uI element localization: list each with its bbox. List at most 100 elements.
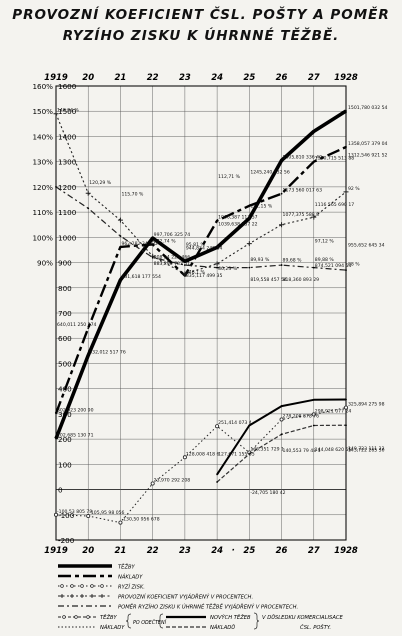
tick-label-y-inner: 100	[58, 460, 72, 469]
data-label: 962,282 34 232	[121, 241, 158, 247]
data-label: -100,53 805 79	[57, 509, 92, 515]
series-point-2	[343, 405, 348, 410]
data-label: 1039,638 537 22	[218, 221, 258, 227]
series-point-6	[216, 481, 219, 483]
series-point-4	[87, 207, 90, 210]
data-label: 1066,387 113 57	[218, 215, 258, 221]
data-label: 89,68 %	[283, 258, 303, 264]
data-label: 120,29 %	[89, 180, 112, 186]
series-point-0	[151, 237, 154, 239]
series-point-2	[86, 514, 91, 519]
series-point-5	[345, 398, 347, 401]
series-point-4	[151, 256, 154, 259]
tick-label-y-inner: -200	[58, 536, 75, 545]
series-point-1	[312, 160, 315, 163]
tick-label-y-inner: 900	[58, 259, 72, 268]
data-label: 278,208 878 76	[283, 413, 320, 419]
legend-marker	[60, 594, 64, 598]
data-label: 202,685 130 71	[57, 433, 94, 439]
tick-label-y-percent: 140%	[32, 132, 53, 141]
tick-label-x-top: 20	[82, 73, 94, 83]
series-point-1	[119, 246, 122, 248]
series-point-3	[343, 189, 349, 195]
legend-label: PO ODEČTENÍ	[133, 619, 167, 626]
data-label: -105,95 98 056	[89, 510, 124, 516]
legend-label: NÁKLADŮ	[210, 624, 235, 631]
data-label: 95,81 %	[186, 242, 206, 248]
data-label: 972,74 %	[154, 238, 177, 244]
data-label: 883,290 783 51	[154, 261, 191, 267]
data-label: 144,048 620 55	[315, 447, 352, 453]
tick-label-x-bottom: ·	[232, 546, 235, 556]
data-label: -130,50 956 678	[121, 517, 159, 523]
data-label: 89,88 %	[315, 257, 335, 263]
legend-marker	[100, 584, 104, 588]
tick-label-x-bottom: 25	[243, 546, 255, 556]
legend-label: NÁKLADY	[118, 574, 143, 581]
legend-brace	[253, 612, 260, 630]
series-point-4	[55, 185, 57, 188]
data-label: 1305,810 336 40	[283, 154, 323, 160]
legend-marker	[90, 594, 94, 598]
tick-label-y-inner: 1200	[58, 183, 77, 192]
data-label: 819,558 457 54	[250, 277, 287, 283]
legend-brace	[125, 613, 132, 629]
legend-marker	[100, 594, 104, 598]
data-label: 640,011 250 274	[57, 322, 97, 328]
series-point-5	[216, 473, 219, 476]
tick-label-y-inner: 500	[58, 359, 72, 368]
series-point-1	[55, 412, 57, 415]
data-label: -24,705 180 42	[250, 490, 285, 496]
series-point-5	[312, 398, 315, 401]
tick-label-y-inner: 1400	[58, 132, 77, 141]
data-label: 818,360 893 29	[283, 277, 320, 283]
series-point-2	[54, 512, 59, 517]
tick-label-x-bottom: 27	[308, 546, 320, 556]
legend-label: ČSL. POŠTY.	[300, 624, 331, 631]
data-label: 831,618 177 554	[121, 274, 161, 280]
legend-label: POMĚR RYZÍHO ZISKU K ÚHRNNÉ TĚŽBĚ VYJÁDŘ…	[118, 603, 298, 611]
tick-label-y-percent: 120%	[32, 183, 53, 192]
data-label: 128,008 418 6	[186, 451, 220, 457]
series-point-2	[182, 455, 187, 460]
data-label: 848,1 %	[186, 270, 206, 276]
series-line-2	[55, 407, 347, 524]
legend-label: RYZÍ ZISK.	[118, 584, 145, 591]
series-point-6	[280, 433, 283, 436]
legend-label: V DŮSLEDKU KOMERCIALISACE	[262, 614, 343, 621]
legend-marker	[62, 615, 66, 619]
legend-label: TĚŽBY	[118, 563, 135, 571]
series-point-4	[183, 264, 186, 266]
data-label: 148,94 %	[57, 108, 80, 114]
data-label: 1245,240 532 56	[250, 170, 290, 176]
series-point-4	[119, 235, 122, 237]
plot-frame	[55, 85, 347, 541]
data-label: 86,23 %	[218, 266, 238, 272]
data-label: 532,012 517 76	[89, 349, 126, 355]
legend-marker	[80, 594, 84, 598]
series-point-4	[312, 266, 315, 269]
tick-label-y-percent: 100%	[32, 233, 53, 242]
data-label: 89,93 %	[250, 257, 270, 263]
series-point-3	[246, 241, 252, 247]
tick-label-x-bottom: 20	[82, 546, 94, 556]
legend: TĚŽBY NÁKLADY RYZÍ ZISK. PROVOZNÍ KOEFICIEN…	[58, 563, 343, 631]
legend-brace	[157, 613, 164, 629]
series-point-4	[345, 269, 347, 272]
tick-label-x-bottom: 22	[147, 546, 159, 556]
tick-label-x-top: 24	[211, 73, 223, 83]
tick-label-y-percent: 110%	[32, 208, 53, 217]
series-line-0	[54, 109, 347, 440]
series-line-1	[54, 145, 347, 414]
series-point-4	[248, 266, 251, 269]
tick-label-x-top: 27	[308, 73, 320, 83]
data-label: 88 %	[348, 262, 360, 268]
legend-label: PROVOZNÍ KOEFICIENT VYJÁDŘENÝ V PROCENTE…	[118, 593, 253, 601]
data-label: 302,923 200 90	[57, 407, 94, 413]
data-label: 944,824 240 84	[186, 245, 223, 251]
tick-label-x-top: 1928	[334, 73, 358, 83]
data-label: 298,921 077 24	[315, 408, 352, 414]
legend-marker	[90, 584, 94, 588]
tick-label-x-top: 23	[179, 73, 191, 83]
data-label: 835,117 499 35	[186, 273, 223, 279]
